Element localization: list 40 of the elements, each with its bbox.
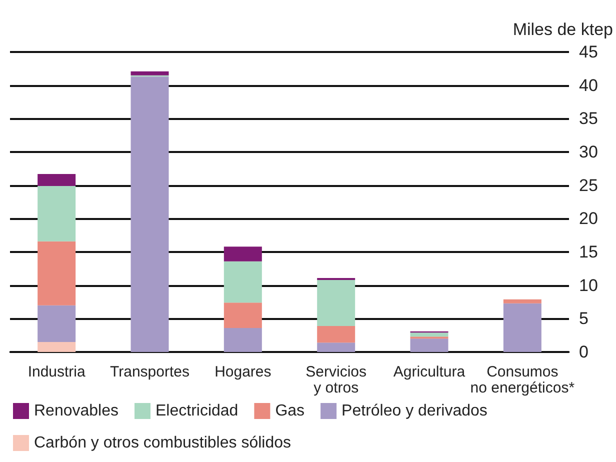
y-tick-label: 35 (579, 109, 598, 128)
y-tick-label: 25 (579, 176, 598, 195)
x-tick-label: Consumos no energéticos* (470, 364, 575, 396)
bar (224, 261, 262, 303)
bar (38, 186, 76, 242)
bar (503, 303, 542, 352)
bar (38, 174, 76, 186)
legend-label: Carbón y otros combustibles sólidos (34, 434, 292, 452)
x-tick-label: Hogares (214, 364, 272, 380)
bar (224, 328, 262, 352)
bar (38, 305, 76, 342)
x-tick-label: Industria (28, 364, 86, 380)
bar (317, 342, 356, 352)
bar (130, 76, 169, 352)
bar (224, 246, 262, 262)
bar (410, 338, 448, 352)
legend-label: Petróleo y derivados (342, 402, 488, 420)
y-tick-label: 40 (579, 76, 598, 95)
legend-label: Gas (275, 402, 305, 420)
y-tick-label: 20 (579, 209, 598, 228)
x-tick-label: Servicios y otros (306, 364, 367, 396)
bar (38, 241, 76, 306)
legend-label: Renovables (34, 402, 118, 420)
bar (38, 342, 76, 352)
y-tick-label: 15 (579, 242, 598, 262)
bar (130, 71, 169, 76)
bar (410, 332, 448, 337)
x-tick-label: Transportes (110, 364, 190, 380)
y-tick-label: 5 (579, 309, 588, 328)
bar (317, 280, 356, 326)
x-tick-label: Agricultura (393, 364, 466, 380)
bar (224, 302, 262, 328)
bar (317, 326, 356, 343)
y-axis-title: Miles de ktep (512, 20, 613, 39)
y-tick-label: 0 (579, 342, 588, 362)
bar (503, 299, 542, 304)
y-tick-label: 30 (579, 142, 598, 162)
legend-label: Electricidad (156, 402, 238, 420)
y-tick-label: 10 (579, 276, 598, 295)
y-tick-label: 45 (579, 42, 598, 62)
